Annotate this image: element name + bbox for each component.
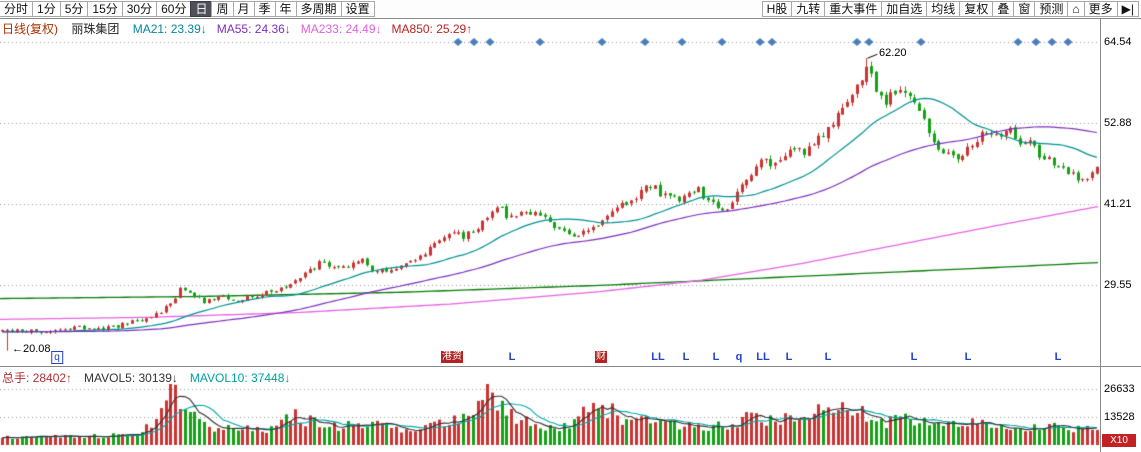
volume-header-item-0: 总手: 28402↑ xyxy=(2,371,73,385)
major-events-button[interactable]: 重大事件 xyxy=(824,1,883,17)
more-button[interactable]: 更多 xyxy=(1083,1,1118,17)
price-axis-label-1: 52.88 xyxy=(1104,116,1132,129)
jump-latest-icon[interactable]: ▶| xyxy=(1116,1,1139,17)
ma-value-1: MA55: 24.36↓ xyxy=(216,22,291,36)
add-watchlist-button[interactable]: 加自选 xyxy=(881,1,928,17)
event-marker-5[interactable]: L xyxy=(682,351,690,363)
ma-button[interactable]: 均线 xyxy=(926,1,961,17)
event-marker-3[interactable]: 财 xyxy=(595,351,607,363)
period-tab-1分[interactable]: 1分 xyxy=(32,1,61,17)
window-button[interactable]: 窗 xyxy=(1013,1,1036,17)
period-label: 日线(复权) xyxy=(2,22,58,36)
adjust-button[interactable]: 复权 xyxy=(959,1,994,17)
price-axis-label-0: 64.54 xyxy=(1104,36,1132,48)
toolbar: 分时 1分 5分 15分 30分 60分日周月季年多周期 设置 H股 九转 重大事件 加自选 均线复… xyxy=(0,0,1141,19)
hshare-button[interactable]: H股 xyxy=(761,1,793,17)
period-tab-分时[interactable]: 分时 xyxy=(0,1,34,17)
peak-price-annotation: 62.20 xyxy=(879,47,907,59)
volume-axis-label-0: 26633 xyxy=(1104,382,1135,395)
volume-unit-badge: X10 xyxy=(1102,434,1136,447)
event-marker-0[interactable]: q xyxy=(51,351,63,364)
axis-divider xyxy=(1100,18,1101,452)
event-marker-12[interactable]: L xyxy=(964,351,972,363)
low-price-annotation: ←20.08 xyxy=(12,343,51,355)
period-tab-30分[interactable]: 30分 xyxy=(121,1,158,17)
period-tab-15分[interactable]: 15分 xyxy=(87,1,123,17)
event-marker-13[interactable]: L xyxy=(1054,351,1062,363)
period-tab-设置[interactable]: 设置 xyxy=(340,1,375,17)
price-axis-label-2: 41.21 xyxy=(1104,198,1132,211)
indicator-row: 日线(复权) 丽珠集团 MA21: 23.39↓ MA55: 24.36↓ MA23… xyxy=(2,20,492,36)
period-tab-60分[interactable]: 60分 xyxy=(156,1,192,17)
event-marker-9[interactable]: L xyxy=(785,351,793,363)
forecast-button[interactable]: 预测 xyxy=(1034,1,1069,17)
event-marker-4[interactable]: LL xyxy=(651,351,665,363)
event-marker-2[interactable]: L xyxy=(508,351,516,363)
volume-header-item-2: MAVOL10: 37448↓ xyxy=(189,371,291,385)
period-tab-季[interactable]: 季 xyxy=(253,1,276,17)
ma-value-3: MA850: 25.29↑ xyxy=(391,22,473,36)
volume-header-item-1: MAVOL5: 30139↓ xyxy=(84,371,178,385)
event-marker-7[interactable]: q xyxy=(735,351,743,363)
period-tab-日[interactable]: 日 xyxy=(190,1,213,17)
event-marker-6[interactable]: L xyxy=(712,351,720,363)
event-marker-1[interactable]: 港资 xyxy=(441,351,463,363)
period-tab-5分[interactable]: 5分 xyxy=(59,1,89,17)
volume-axis-label-1: 13528 xyxy=(1104,410,1135,423)
period-tab-多周期[interactable]: 多周期 xyxy=(295,1,342,17)
home-icon[interactable]: ⌂ xyxy=(1067,1,1085,17)
period-tab-年[interactable]: 年 xyxy=(274,1,297,17)
price-axis-label-3: 29.55 xyxy=(1104,279,1132,291)
stock-name: 丽珠集团 xyxy=(71,22,120,36)
event-marker-11[interactable]: L xyxy=(910,351,918,363)
event-marker-8[interactable]: LL xyxy=(756,351,770,363)
period-tabs: 分时 1分 5分 15分 30分 60分日周月季年多周期 设置 xyxy=(0,0,375,18)
event-marker-10[interactable]: L xyxy=(824,351,832,363)
volume-header: 总手: 28402↑ MAVOL5: 30139↓ MAVOL10: 37448↓ xyxy=(2,369,302,385)
pane-divider xyxy=(0,366,1141,367)
overlay-button[interactable]: 叠 xyxy=(992,1,1015,17)
period-tab-周[interactable]: 周 xyxy=(211,1,234,17)
period-tab-月[interactable]: 月 xyxy=(232,1,255,17)
ma-values: MA21: 23.39↓ MA55: 24.36↓ MA233: 24.49↓ MA8… xyxy=(133,22,483,36)
toolbar-right-buttons: H股 九转 重大事件 加自选 均线 复权叠窗预测 ⌂ 更多 ▶| xyxy=(761,0,1139,18)
ma-value-0: MA21: 23.39↓ xyxy=(132,22,207,36)
ma-value-2: MA233: 24.49↓ xyxy=(300,22,382,36)
nine-turn-button[interactable]: 九转 xyxy=(791,1,826,17)
